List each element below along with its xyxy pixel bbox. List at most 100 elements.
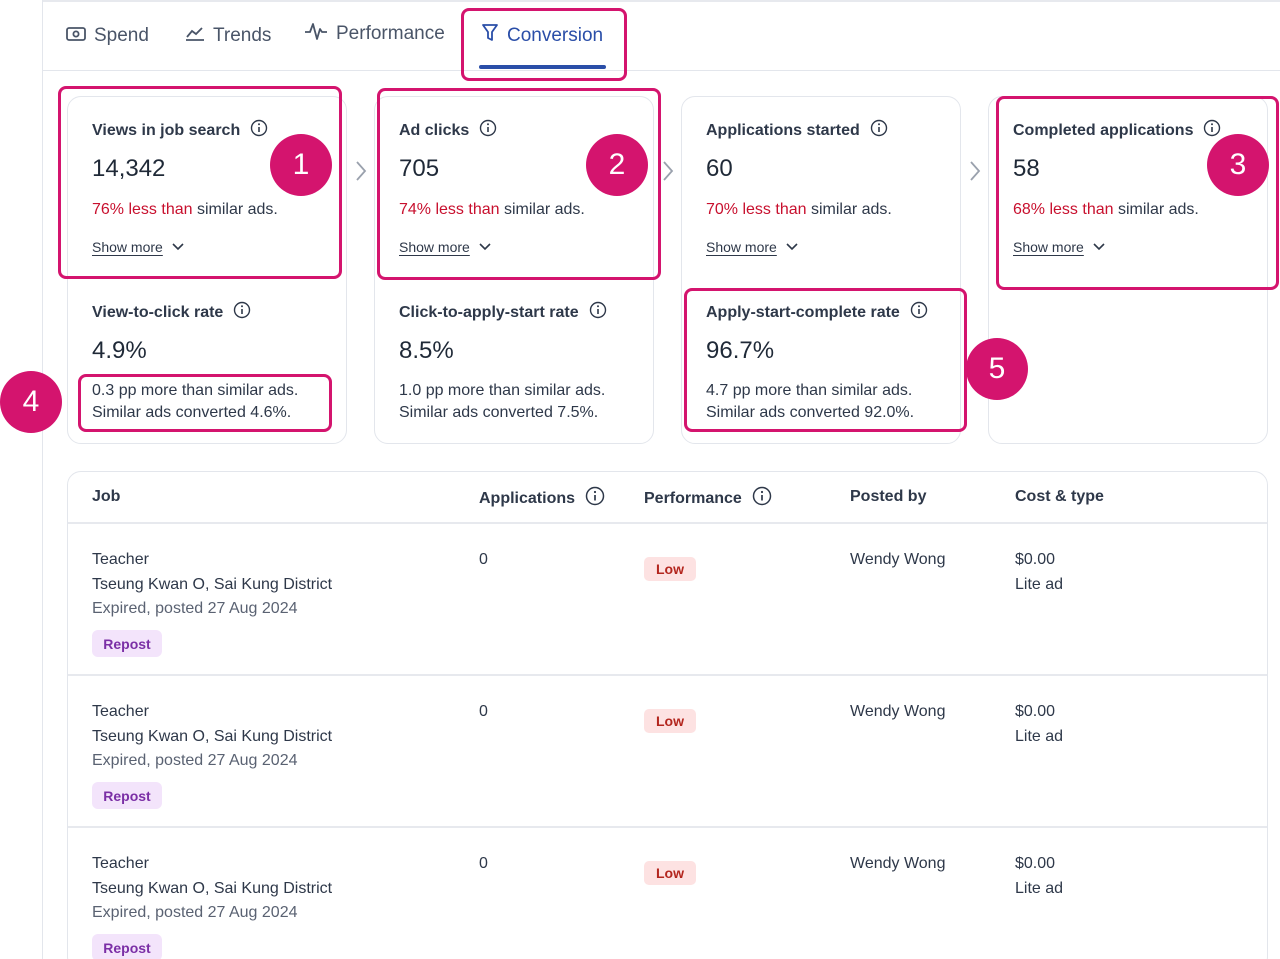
trend-line-icon [185, 25, 213, 47]
show-more-button[interactable]: Show more [706, 239, 798, 255]
rate-title: Apply-start-complete rate [706, 301, 928, 324]
performance-badge: Low [644, 709, 696, 733]
posted-by: Wendy Wong [850, 551, 946, 568]
rate-comparison: 0.3 pp more than similar ads. [92, 382, 299, 399]
table-row[interactable]: Teacher Tseung Kwan O, Sai Kung District… [68, 676, 1267, 828]
repost-button[interactable]: Repost [92, 782, 162, 809]
callout-badge: 2 [586, 134, 648, 196]
page-left-divider [42, 0, 43, 959]
chevron-down-icon [786, 243, 798, 251]
page-top-divider [43, 0, 1280, 2]
table-header: Job Applications Performance Posted by C… [68, 472, 1267, 524]
jobs-table: Job Applications Performance Posted by C… [67, 471, 1268, 959]
job-location: Tseung Kwan O, Sai Kung District [92, 880, 333, 897]
column-header-job: Job [92, 488, 121, 505]
tab-label: Performance [336, 23, 445, 44]
info-icon[interactable] [585, 486, 605, 511]
active-tab-indicator [479, 65, 606, 69]
rate-benchmark: Similar ads converted 92.0%. [706, 404, 915, 421]
chevron-right-icon [663, 161, 674, 181]
rate-value: 96.7% [706, 337, 775, 364]
job-title[interactable]: Teacher [92, 703, 149, 720]
metric-title: Completed applications [1013, 119, 1221, 142]
metric-value: 705 [399, 155, 440, 182]
chevron-right-icon [970, 161, 981, 181]
tab-trends[interactable]: Trends [185, 21, 271, 51]
show-more-button[interactable]: Show more [399, 239, 491, 255]
callout-badge: 4 [0, 371, 62, 433]
metric-value: 58 [1013, 155, 1040, 182]
job-title[interactable]: Teacher [92, 551, 149, 568]
job-title[interactable]: Teacher [92, 855, 149, 872]
cost: $0.00 [1015, 855, 1056, 872]
info-icon[interactable] [233, 301, 251, 324]
info-icon[interactable] [870, 119, 888, 142]
column-header-applications[interactable]: Applications [479, 486, 605, 511]
rate-value: 4.9% [92, 337, 147, 364]
ad-type: Lite ad [1015, 880, 1064, 897]
rate-benchmark: Similar ads converted 4.6%. [92, 404, 292, 421]
metric-comparison: 68% less than similar ads. [1013, 201, 1199, 218]
tab-performance[interactable]: Performance [304, 19, 445, 49]
ad-type: Lite ad [1015, 728, 1064, 745]
callout-badge: 1 [270, 134, 332, 196]
performance-badge: Low [644, 557, 696, 581]
rate-comparison: 4.7 pp more than similar ads. [706, 382, 913, 399]
performance-badge: Low [644, 861, 696, 885]
pulse-icon [304, 21, 336, 47]
metric-comparison: 76% less than similar ads. [92, 201, 278, 218]
job-location: Tseung Kwan O, Sai Kung District [92, 728, 333, 745]
info-icon[interactable] [479, 119, 497, 142]
metric-comparison: 70% less than similar ads. [706, 201, 892, 218]
applications-count: 0 [479, 551, 488, 568]
ad-type: Lite ad [1015, 576, 1064, 593]
tab-label: Trends [213, 25, 272, 46]
repost-button[interactable]: Repost [92, 630, 162, 657]
info-icon[interactable] [1203, 119, 1221, 142]
job-status: Expired, posted 27 Aug 2024 [92, 904, 298, 921]
posted-by: Wendy Wong [850, 703, 946, 720]
rate-title: View-to-click rate [92, 301, 251, 324]
callout-badge: 5 [966, 338, 1028, 400]
posted-by: Wendy Wong [850, 855, 946, 872]
job-status: Expired, posted 27 Aug 2024 [92, 600, 298, 617]
tab-label: Spend [94, 25, 149, 46]
tab-spend[interactable]: Spend [66, 21, 149, 51]
job-location: Tseung Kwan O, Sai Kung District [92, 576, 333, 593]
info-icon[interactable] [752, 486, 772, 511]
table-row[interactable]: Teacher Tseung Kwan O, Sai Kung District… [68, 828, 1267, 959]
insights-tabs: Spend Trends Performance Conversion [43, 3, 1280, 71]
column-header-cost-type: Cost & type [1015, 488, 1104, 505]
rate-benchmark: Similar ads converted 7.5%. [399, 404, 599, 421]
metric-comparison: 74% less than similar ads. [399, 201, 585, 218]
job-status: Expired, posted 27 Aug 2024 [92, 752, 298, 769]
rate-title: Click-to-apply-start rate [399, 301, 607, 324]
callout-badge: 3 [1207, 134, 1269, 196]
table-row[interactable]: Teacher Tseung Kwan O, Sai Kung District… [68, 524, 1267, 676]
info-icon[interactable] [250, 119, 268, 142]
applications-count: 0 [479, 855, 488, 872]
repost-button[interactable]: Repost [92, 934, 162, 959]
rate-comparison: 1.0 pp more than similar ads. [399, 382, 606, 399]
metric-card-ad-clicks: Ad clicks 705 74% less than similar ads.… [374, 96, 654, 444]
chevron-down-icon [172, 243, 184, 251]
money-icon [66, 25, 94, 47]
tab-conversion[interactable]: Conversion [481, 21, 603, 51]
tab-label: Conversion [507, 25, 604, 46]
show-more-button[interactable]: Show more [92, 239, 184, 255]
applications-count: 0 [479, 703, 488, 720]
chevron-down-icon [1093, 243, 1105, 251]
column-header-posted-by: Posted by [850, 488, 927, 505]
metric-value: 60 [706, 155, 733, 182]
funnel-icon [481, 23, 507, 49]
cost: $0.00 [1015, 551, 1056, 568]
column-header-performance[interactable]: Performance [644, 486, 772, 511]
cost: $0.00 [1015, 703, 1056, 720]
info-icon[interactable] [589, 301, 607, 324]
rate-value: 8.5% [399, 337, 454, 364]
info-icon[interactable] [910, 301, 928, 324]
show-more-button[interactable]: Show more [1013, 239, 1105, 255]
metric-card-applications-started: Applications started 60 70% less than si… [681, 96, 961, 444]
chevron-down-icon [479, 243, 491, 251]
metric-value: 14,342 [92, 155, 166, 182]
